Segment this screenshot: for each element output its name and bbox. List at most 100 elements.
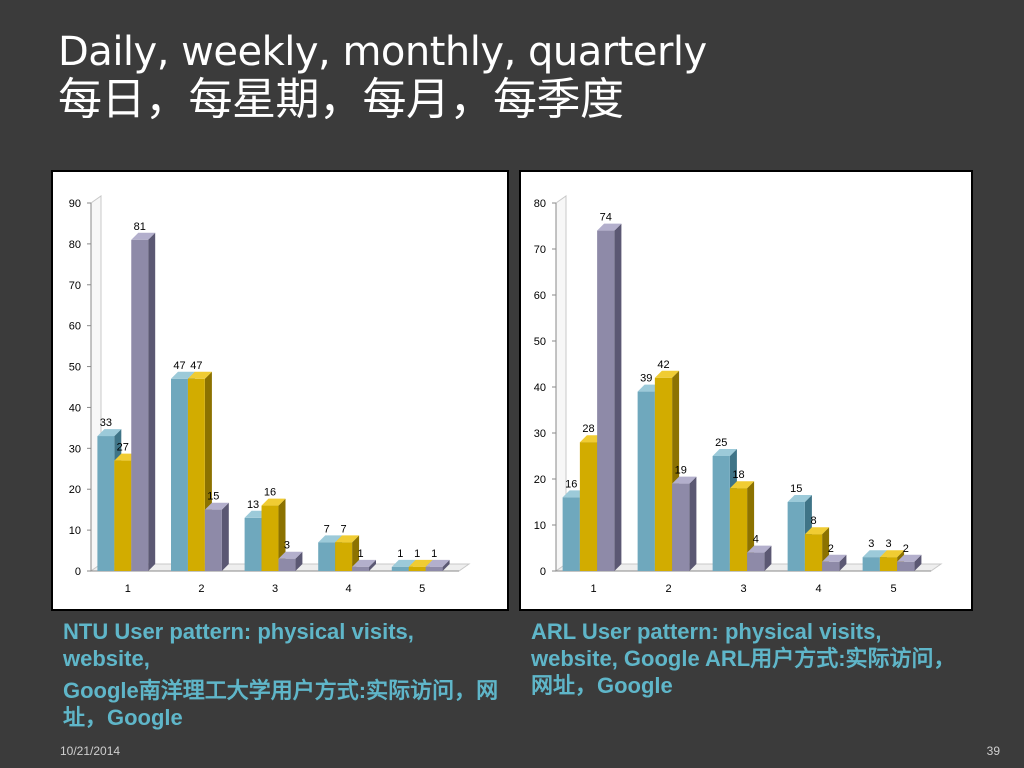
ntu-bar — [131, 239, 149, 572]
arl-bar-side — [839, 554, 847, 571]
ntu-bar — [391, 566, 409, 571]
arl-bar-side — [914, 554, 922, 571]
arl-bar-side — [689, 476, 697, 571]
arl-y-tick-label: 70 — [534, 244, 546, 256]
slide-title: Daily, weekly, monthly, quarterly 每日，每星期… — [58, 30, 707, 126]
arl-bar-top — [804, 527, 830, 535]
ntu-bar — [408, 566, 426, 571]
ntu-y-tick-label: 90 — [69, 198, 81, 210]
ntu-bar-top — [425, 559, 450, 567]
ntu-y-tick-label: 30 — [69, 443, 81, 455]
arl-data-label: 2 — [903, 543, 909, 555]
ntu-bar — [244, 517, 262, 571]
arl-bar — [747, 552, 765, 571]
arl-bar-top — [597, 223, 622, 231]
ntu-bar-top — [278, 551, 303, 559]
ntu-y-tick-label: 70 — [69, 280, 81, 292]
arl-y-tick-label: 50 — [534, 336, 546, 348]
arl-y-tick-label: 20 — [534, 474, 546, 486]
ntu-data-label: 33 — [100, 417, 112, 429]
ntu-bar — [318, 542, 336, 571]
arl-bar — [637, 391, 655, 571]
ntu-bar-top — [204, 502, 229, 510]
arl-bar — [822, 561, 840, 571]
ntu-bar-top — [408, 559, 433, 567]
ntu-y-tick-label: 50 — [69, 362, 81, 374]
ntu-data-label: 13 — [247, 499, 259, 511]
arl-bar — [897, 561, 915, 571]
ntu-bar-top — [352, 559, 376, 567]
ntu-bar-side — [442, 559, 450, 571]
arl-data-label: 25 — [715, 437, 727, 449]
ntu-x-tick-label: 5 — [419, 583, 425, 595]
arl-bar-top — [672, 476, 697, 484]
arl-data-label: 8 — [810, 515, 816, 527]
ntu-data-label: 7 — [341, 523, 347, 535]
arl-bar-top — [897, 554, 922, 562]
arl-data-label: 16 — [565, 478, 577, 490]
arl-bar-top — [787, 495, 812, 502]
arl-bar-top — [729, 481, 755, 489]
arl-x-tick-label: 1 — [590, 583, 596, 595]
ntu-y-tick-label: 20 — [69, 484, 81, 496]
arl-x-tick-label: 2 — [665, 583, 671, 595]
ntu-y-tick-label: 40 — [69, 402, 81, 414]
ntu-caption-line-1: NTU User pattern: physical visits, websi… — [63, 619, 414, 671]
arl-caption: ARL User pattern: physical visits, websi… — [531, 618, 971, 699]
ntu-bar — [97, 436, 115, 571]
arl-data-label: 19 — [675, 465, 687, 477]
arl-data-label: 3 — [885, 538, 891, 550]
ntu-bar — [261, 505, 279, 571]
ntu-data-label: 81 — [134, 221, 146, 233]
ntu-bar — [335, 542, 353, 571]
slide-title-english: Daily, weekly, monthly, quarterly — [58, 29, 707, 75]
arl-bar-top — [712, 449, 737, 456]
arl-data-label: 42 — [657, 359, 669, 371]
ntu-bar-top — [261, 498, 286, 506]
ntu-bar-side — [148, 232, 156, 572]
ntu-caption: NTU User pattern: physical visits, websi… — [63, 618, 503, 731]
arl-bar-top — [654, 370, 680, 378]
ntu-y-tick-label: 0 — [75, 566, 81, 578]
arl-bar — [672, 483, 690, 571]
arl-bar — [787, 502, 805, 571]
arl-bar — [654, 377, 673, 571]
arl-data-label: 3 — [868, 538, 874, 550]
arl-bar-side — [764, 545, 772, 571]
ntu-bar-top — [131, 232, 156, 240]
arl-bar — [597, 230, 615, 571]
arl-bar — [562, 497, 580, 571]
arl-data-label: 39 — [640, 373, 652, 385]
ntu-x-tick-label: 3 — [272, 583, 278, 595]
arl-x-tick-label: 3 — [740, 583, 746, 595]
ntu-bar-side — [221, 502, 229, 571]
arl-x-tick-label: 4 — [815, 583, 821, 595]
arl-data-label: 28 — [582, 423, 594, 435]
arl-bar — [579, 442, 598, 571]
ntu-bar-top — [187, 371, 212, 379]
arl-data-label: 2 — [828, 543, 834, 555]
ntu-chart-panel: 0 10 20 30 40 50 60 70 80 90 33 27 81 1 47 47 15 2 13 16 3 3 7… — [51, 170, 509, 611]
arl-chart-panel: 0 10 20 30 40 50 60 70 80 16 28 74 1 39 42 19 2 25 18 4 3 15 8… — [519, 170, 973, 611]
ntu-bar — [278, 558, 296, 571]
ntu-bar — [187, 378, 205, 571]
ntu-bar-side — [295, 551, 303, 571]
slide-title-chinese: 每日，每星期，每月，每季度 — [58, 74, 624, 125]
arl-bar — [804, 534, 823, 571]
ntu-caption-line-2: Google南洋理工大学用户方式:实际访问，网址，Google — [63, 678, 499, 730]
ntu-data-label: 1 — [431, 548, 437, 560]
slide-page-number: 39 — [986, 744, 1000, 758]
slide-date: 10/21/2014 — [60, 744, 121, 758]
arl-x-tick-label: 5 — [890, 583, 896, 595]
arl-bar — [729, 488, 748, 571]
arl-bar — [879, 557, 898, 571]
ntu-bar-top — [97, 429, 122, 437]
ntu-bar-top — [318, 535, 343, 543]
arl-bar-top — [822, 554, 847, 562]
ntu-bar — [171, 378, 188, 571]
ntu-data-label: 1 — [397, 548, 403, 560]
ntu-bar-top — [335, 535, 360, 543]
ntu-x-tick-label: 2 — [198, 583, 204, 595]
arl-y-tick-label: 10 — [534, 520, 546, 532]
